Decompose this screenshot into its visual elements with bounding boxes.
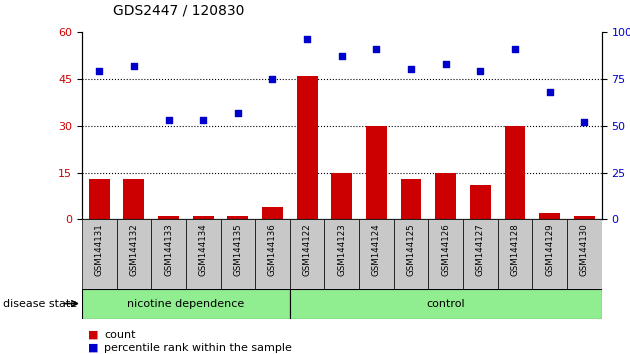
Bar [123,179,144,219]
Bar [567,219,602,289]
Text: GSM144136: GSM144136 [268,223,277,276]
Point [198,117,208,123]
Point [544,89,554,95]
Bar [331,172,352,219]
Text: ■: ■ [88,343,99,353]
Text: GSM144135: GSM144135 [233,223,243,276]
Text: GDS2447 / 120830: GDS2447 / 120830 [113,4,245,18]
Text: percentile rank within the sample: percentile rank within the sample [104,343,292,353]
Bar [359,219,394,289]
Bar [158,216,179,219]
Bar [82,289,290,319]
Point [129,63,139,68]
Bar [428,219,463,289]
Bar [193,216,214,219]
Text: GSM144128: GSM144128 [510,223,520,276]
Point [372,46,382,52]
Text: GSM144126: GSM144126 [441,223,450,276]
Bar [574,216,595,219]
Bar [117,219,151,289]
Bar [324,219,359,289]
Point [510,46,520,52]
Text: count: count [104,330,135,339]
Bar [532,219,567,289]
Bar [89,179,110,219]
Bar [470,185,491,219]
Text: GSM144124: GSM144124 [372,223,381,276]
Bar [539,213,560,219]
Bar [220,219,255,289]
Bar [290,289,602,319]
Bar [394,219,428,289]
Bar [186,219,220,289]
Bar [505,126,525,219]
Point [302,36,312,42]
Bar [151,219,186,289]
Point [336,53,346,59]
Text: GSM144127: GSM144127 [476,223,485,276]
Point [164,117,174,123]
Point [406,67,416,72]
Point [94,68,105,74]
Bar [290,219,324,289]
Bar [401,179,421,219]
Bar [227,216,248,219]
Text: GSM144123: GSM144123 [337,223,346,276]
Point [268,76,278,81]
Point [233,110,243,115]
Bar [366,126,387,219]
Point [579,119,589,125]
Bar [463,219,498,289]
Text: nicotine dependence: nicotine dependence [127,298,244,309]
Bar [297,76,318,219]
Text: GSM144125: GSM144125 [406,223,416,276]
Text: GSM144129: GSM144129 [545,223,554,275]
Bar [435,172,456,219]
Text: disease state: disease state [3,299,77,309]
Bar [255,219,290,289]
Text: GSM144131: GSM144131 [94,223,104,276]
Text: GSM144130: GSM144130 [580,223,589,276]
Bar [82,219,117,289]
Bar [498,219,532,289]
Text: GSM144132: GSM144132 [129,223,139,276]
Text: GSM144134: GSM144134 [198,223,208,276]
Text: control: control [427,298,465,309]
Text: GSM144122: GSM144122 [302,223,312,276]
Point [475,68,485,74]
Bar [262,207,283,219]
Text: GSM144133: GSM144133 [164,223,173,276]
Text: ■: ■ [88,330,99,339]
Point [441,61,451,67]
